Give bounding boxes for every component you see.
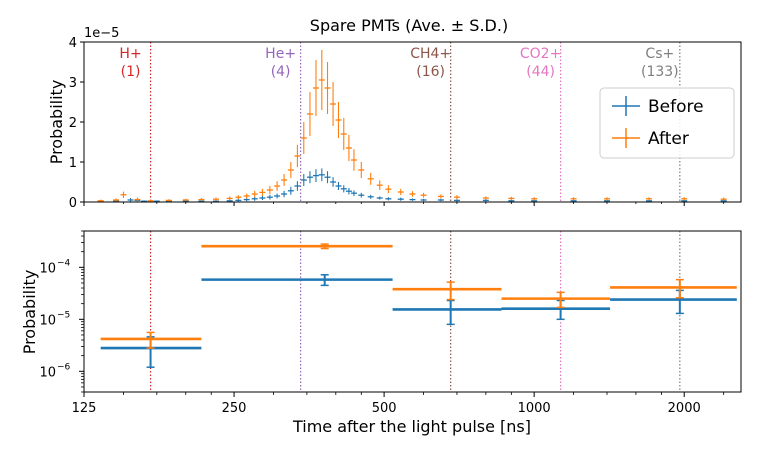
ion-mass-co2: (44) [526, 64, 555, 80]
ion-mass-cs: (133) [641, 64, 679, 80]
series-before [97, 168, 727, 202]
legend: Before After [599, 87, 735, 159]
y-multiplier-label: 1e−5 [84, 26, 119, 41]
top-y-tick-label-3: 3 [69, 76, 77, 91]
bottom-y-tick-exp-−5: −5 [57, 310, 70, 320]
top-y-tick-label-4: 4 [69, 36, 77, 51]
ion-label-ch4: CH4+ [410, 46, 451, 62]
ion-mass-he: (4) [271, 64, 291, 80]
bottom-y-axis-label: Probability [20, 270, 39, 355]
top-panel: Spare PMTs (Ave. ± S.D.) 1e−5 Probabilit… [47, 16, 742, 211]
bottom-plot-frame [83, 230, 742, 393]
bottom-series-after [100, 243, 737, 349]
top-y-tick-label-1: 1 [69, 156, 77, 171]
bottom-y-ticks: 10−610−510−4 [39, 230, 84, 393]
ion-mass-h: (1) [121, 64, 141, 80]
chart-title: Spare PMTs (Ave. ± S.D.) [310, 16, 508, 35]
top-y-tick-label-2: 2 [69, 116, 77, 131]
x-tick-label-500: 500 [372, 401, 397, 416]
x-tick-label-250: 250 [222, 401, 247, 416]
legend-entry-after: After [612, 128, 689, 149]
ion-label-co2: CO2+ [520, 46, 561, 62]
bottom-y-tick-label-−5: 10 [39, 313, 56, 328]
ion-label-he: He+ [265, 46, 296, 62]
ion-label-h: H+ [119, 46, 141, 62]
bottom-y-tick-label-−6: 10 [39, 365, 56, 380]
top-y-ticks: 0 1 2 3 4 [69, 36, 84, 211]
legend-entry-before: Before [612, 96, 704, 117]
bottom-x-ticks: 125 250 500 1000 2000 [72, 392, 725, 416]
x-tick-label-2000: 2000 [668, 401, 701, 416]
legend-before-label: Before [648, 97, 704, 117]
top-y-tick-label-0: 0 [69, 196, 77, 211]
bottom-y-tick-exp-−4: −4 [57, 258, 71, 268]
bottom-y-tick-exp-−6: −6 [57, 362, 71, 372]
top-x-ticks [83, 202, 725, 206]
bottom-panel: Probability 10−610−510−4 125 250 500 1000 20… [20, 230, 742, 436]
bottom-series [100, 243, 737, 368]
top-y-axis-label: Probability [47, 80, 66, 165]
top-ion-markers: H+ (1) He+ (4) CH4+ (16) CO2+ (44) Cs+ (133) [119, 42, 681, 202]
x-tick-label-1000: 1000 [518, 401, 551, 416]
bottom-ion-markers [149, 231, 681, 392]
ion-mass-ch4: (16) [416, 64, 445, 80]
legend-after-label: After [648, 129, 689, 149]
ion-label-cs: Cs+ [645, 46, 674, 62]
bottom-y-tick-label-−4: 10 [39, 261, 56, 276]
x-axis-label: Time after the light pulse [ns] [292, 417, 531, 436]
series-after [97, 50, 727, 202]
x-tick-label-125: 125 [72, 401, 97, 416]
top-plot-frame [83, 41, 742, 203]
